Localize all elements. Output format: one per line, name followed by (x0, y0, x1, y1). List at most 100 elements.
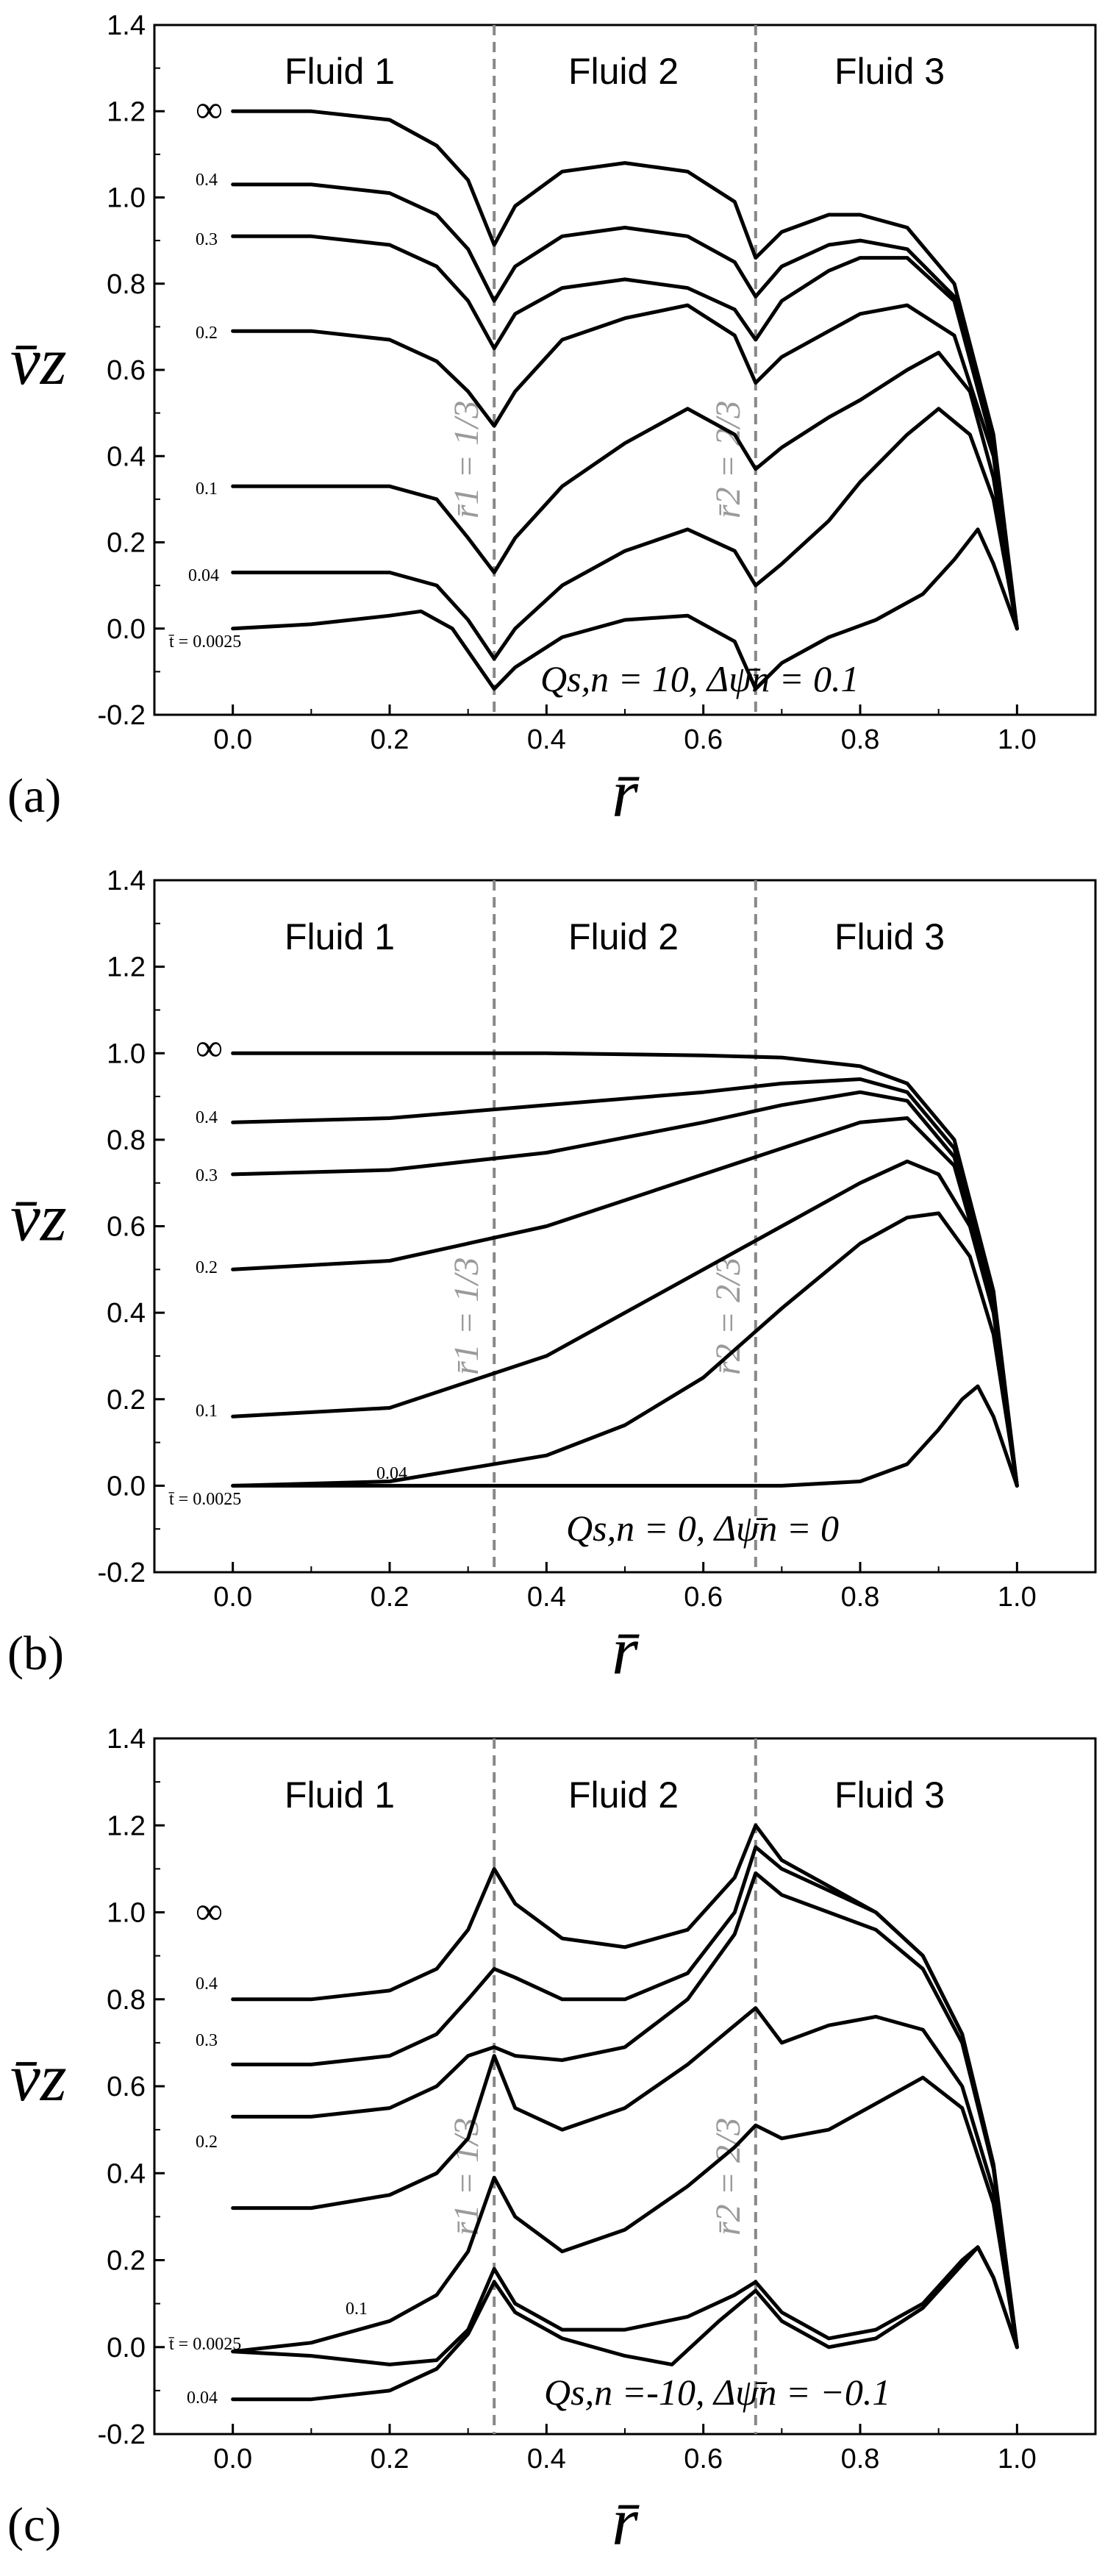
plot-frame (153, 879, 1097, 1574)
series-line (231, 303, 1019, 631)
x-tick-label: 0.2 (371, 2444, 410, 2475)
time-label: 0.4 (196, 1974, 218, 1994)
y-tick-label: 0.8 (107, 1125, 146, 1156)
x-tick-label: 0.4 (527, 1582, 566, 1613)
series-line (231, 1871, 1019, 2350)
time-label: 0.2 (196, 1258, 218, 1277)
x-tick-label: 0.2 (371, 1582, 410, 1613)
time-label: 0.3 (196, 230, 218, 249)
y-tick-label: 0.0 (107, 614, 146, 645)
x-tick-label: 0.8 (841, 2444, 880, 2475)
y-tick-label: 0.2 (107, 2246, 146, 2277)
time-label: 0.1 (196, 1402, 218, 1421)
y-tick-label: 0.6 (107, 2072, 146, 2102)
y-tick-label: 0.2 (107, 1385, 146, 1416)
x-tick-label: 0.4 (527, 724, 566, 755)
y-tick-label: 0.6 (107, 1212, 146, 1243)
y-axis-label: v̄z (10, 1180, 67, 1255)
chart-panel-a: -0.2 0.0 0.2 0.4 0.6 0.8 1.0 1.2 1.4 0.0 0.2 0.4 0.6… (7, 10, 1097, 831)
fluid-label: Fluid 3 (834, 916, 945, 957)
time-label: t̄ = 0.0025 (168, 632, 241, 652)
x-tick-label: 0.6 (684, 2444, 723, 2475)
series-line (231, 1845, 1019, 2350)
annotation: Qs,n = 0, Δψ̄n = 0 (566, 1508, 839, 1549)
time-label: 0.1 (346, 2300, 368, 2319)
time-label: 0.04 (187, 2388, 218, 2408)
y-tick-label: 0.2 (107, 528, 146, 559)
series-line (231, 1211, 1019, 1488)
time-label: ∞ (196, 1027, 223, 1069)
time-label: t̄ = 0.0025 (168, 1490, 241, 1509)
y-tick-label: 1.0 (107, 183, 146, 214)
x-axis-label: r̄ (612, 756, 640, 831)
y-tick-label: 1.4 (107, 1724, 146, 1755)
y-tick-label: 1.4 (107, 866, 146, 896)
x-tick-label: 0.2 (371, 724, 410, 755)
y-tick-label: 1.0 (107, 1898, 146, 1929)
annotation: Qs,n = 10, Δψ̄n = 0.1 (540, 658, 859, 699)
y-tick-label: 1.2 (107, 1810, 146, 1841)
chart-panel-b: -0.2 0.0 0.2 0.4 0.6 0.8 1.0 1.2 1.4 0.0 0.2 0.4 0.6… (7, 866, 1097, 1688)
x-tick-label: 0.0 (213, 2444, 252, 2475)
series-line (231, 1384, 1019, 1488)
time-label: 0.2 (196, 2133, 218, 2152)
series-line (231, 2075, 1019, 2354)
panel-label: (c) (7, 2498, 61, 2552)
chart-panel-c: -0.2 0.0 0.2 0.4 0.6 0.8 1.0 1.2 1.4 0.0 0.2 0.4 0.6… (7, 1724, 1097, 2559)
series-line (231, 527, 1019, 691)
x-axis-label: r̄ (612, 1613, 640, 1688)
x-tick-label: 0.0 (213, 724, 252, 755)
y-tick-label: 0.0 (107, 2333, 146, 2363)
y-tick-label: -0.2 (98, 700, 146, 731)
x-tick-label: 0.6 (684, 724, 723, 755)
y-tick-label: -0.2 (98, 1558, 146, 1588)
fluid-label: Fluid 2 (568, 1774, 679, 1816)
x-tick-label: 0.4 (527, 2444, 566, 2475)
time-label: 0.2 (196, 324, 218, 343)
time-label: 0.3 (196, 2031, 218, 2050)
y-tick-label: 0.4 (107, 441, 146, 472)
fluid-label: Fluid 2 (568, 51, 679, 92)
y-tick-label: 1.4 (107, 10, 146, 41)
series-line (231, 407, 1019, 661)
x-tick-label: 1.0 (998, 724, 1037, 755)
series-line (231, 1823, 1019, 2350)
y-tick-label: 0.4 (107, 1298, 146, 1329)
y-axis-label: v̄z (10, 2040, 67, 2115)
fluid-label: Fluid 3 (834, 1774, 945, 1816)
x-tick-label: 0.0 (213, 1582, 252, 1613)
y-tick-label: -0.2 (98, 2419, 146, 2450)
interface-label: r̄1 = 1/3 (447, 1257, 486, 1375)
time-label: ∞ (196, 89, 223, 131)
y-tick-label: 1.2 (107, 952, 146, 983)
y-tick-label: 0.8 (107, 1985, 146, 2016)
time-label: 0.1 (196, 479, 218, 499)
x-tick-label: 0.8 (841, 1582, 880, 1613)
series-line (231, 1159, 1019, 1488)
time-label: ∞ (196, 1891, 223, 1933)
interface-label: r̄2 = 2/3 (709, 401, 748, 518)
series-line (231, 234, 1019, 631)
y-axis-label: v̄z (10, 324, 67, 399)
time-label: 0.04 (376, 1464, 407, 1483)
series-line (231, 1116, 1019, 1488)
annotation: Qs,n =-10, Δψ̄n = −0.1 (544, 2372, 890, 2413)
time-label: 0.4 (196, 171, 218, 190)
x-tick-label: 1.0 (998, 1582, 1037, 1613)
series-line (231, 109, 1019, 631)
fluid-label: Fluid 1 (285, 1774, 395, 1816)
time-label: t̄ = 0.0025 (168, 2335, 241, 2354)
interface-label: r̄1 = 1/3 (447, 401, 486, 518)
y-tick-label: 0.8 (107, 269, 146, 300)
y-tick-label: 0.6 (107, 355, 146, 386)
y-tick-label: 1.0 (107, 1038, 146, 1069)
series-line (231, 351, 1019, 631)
series-line (231, 182, 1019, 631)
fluid-label: Fluid 1 (285, 916, 395, 957)
x-axis-label: r̄ (612, 2484, 640, 2559)
y-tick-label: 0.4 (107, 2158, 146, 2189)
panel-label: (b) (7, 1627, 64, 1680)
y-tick-label: 1.2 (107, 96, 146, 127)
series-line (231, 2006, 1019, 2350)
